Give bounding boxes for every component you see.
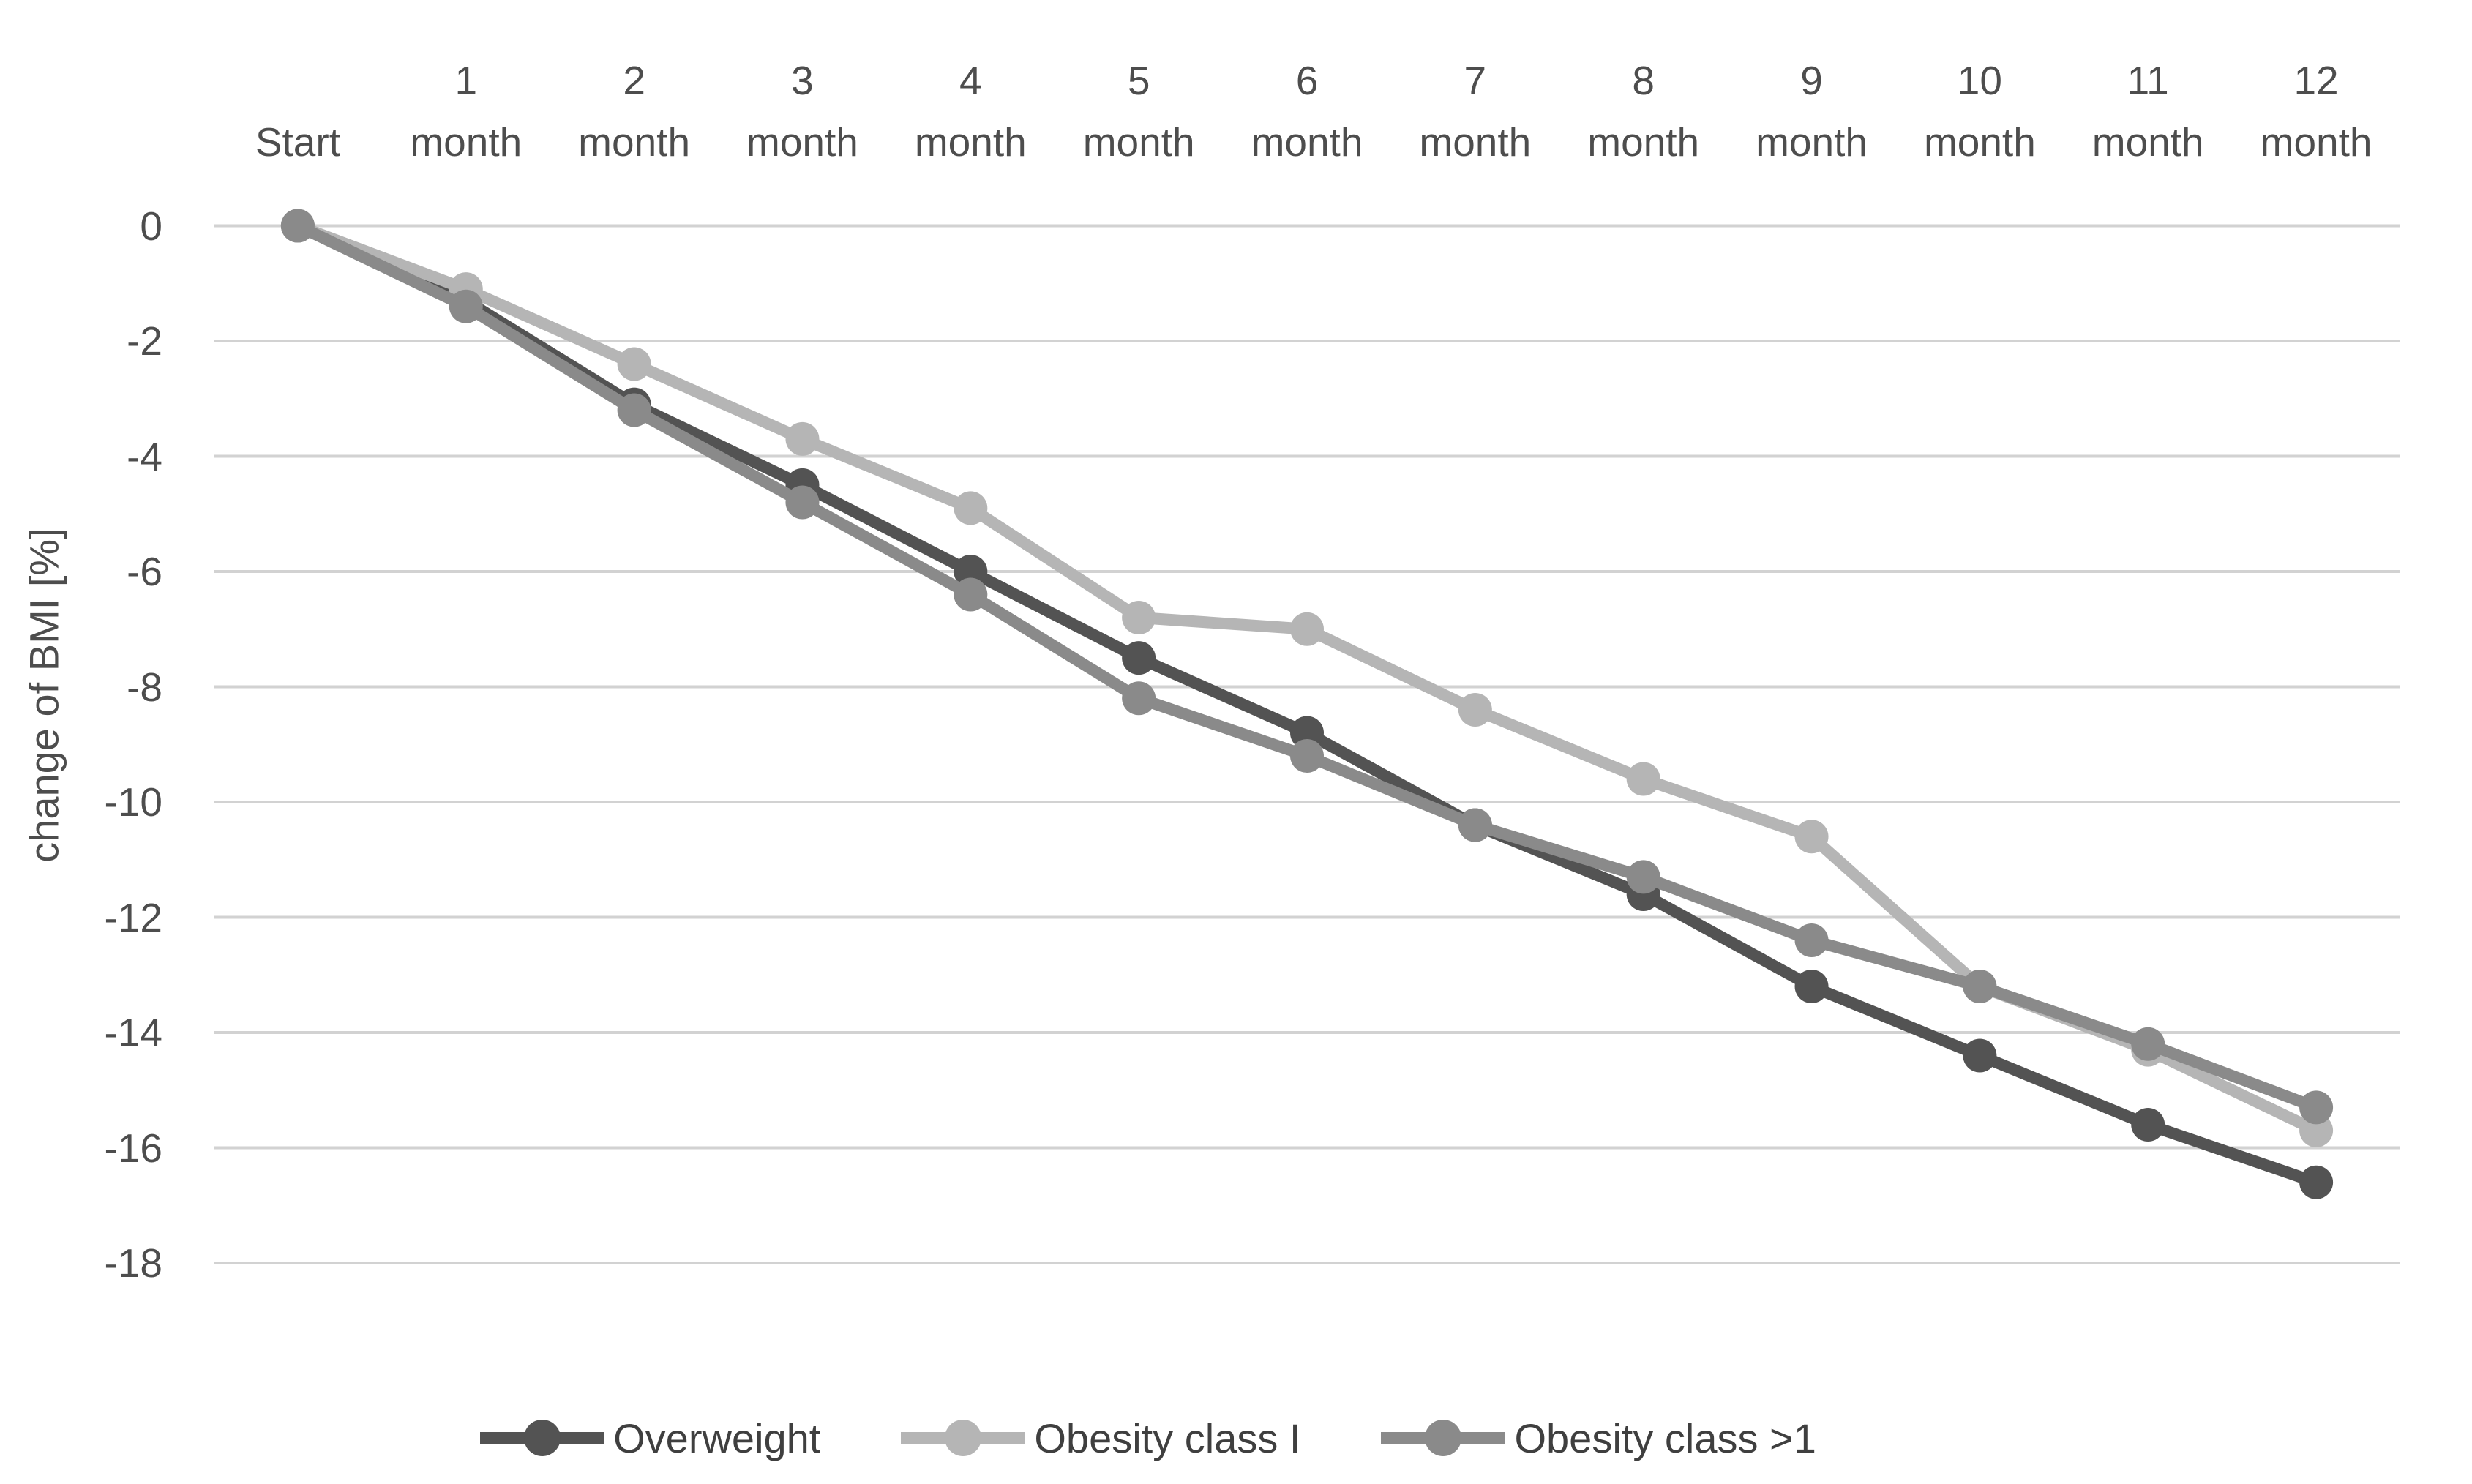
data-point-marker: [1122, 641, 1156, 675]
data-point-marker: [954, 577, 988, 612]
legend-marker-swatch: [1381, 1420, 1506, 1456]
legend-circle-marker: [524, 1420, 561, 1456]
x-category-text: month: [2091, 119, 2204, 165]
x-category-number: 6: [1295, 58, 1319, 103]
x-category-label: 2 month: [547, 50, 722, 173]
legend-circle-marker: [1425, 1420, 1462, 1456]
data-point-marker: [280, 209, 315, 243]
data-point-marker: [785, 421, 820, 456]
data-point-marker: [449, 289, 483, 323]
y-tick-label: -4: [127, 433, 162, 479]
y-tick-label: 0: [140, 203, 162, 249]
data-point-marker: [2299, 1090, 2334, 1125]
x-category-number: 10: [1957, 58, 2002, 103]
x-category-number: 11: [2127, 58, 2169, 103]
x-category-text: month: [578, 119, 691, 165]
x-category-label: 8 month: [1556, 50, 1731, 173]
x-category-label: Start: [210, 50, 386, 173]
data-point-marker: [617, 393, 651, 427]
data-point-marker: [1122, 601, 1156, 634]
data-point-marker: [785, 485, 820, 520]
data-point-marker: [1458, 808, 1492, 842]
data-point-marker: [2131, 1027, 2165, 1061]
legend-marker-swatch: [480, 1420, 605, 1456]
x-category-number: 2: [623, 58, 645, 103]
x-category-number: 5: [1127, 58, 1150, 103]
legend-item: Overweight: [480, 1412, 820, 1464]
data-point-marker: [1794, 820, 1829, 854]
data-point-marker: [2299, 1165, 2334, 1199]
y-tick-label: -18: [104, 1240, 163, 1286]
y-tick-label: -14: [104, 1010, 163, 1055]
x-category-label: 1 month: [378, 50, 554, 173]
legend-marker-swatch: [901, 1420, 1026, 1456]
data-point-marker: [1626, 860, 1660, 894]
data-point-marker: [2299, 1113, 2334, 1147]
legend-circle-marker: [945, 1420, 982, 1456]
x-category-label: 6 month: [1219, 50, 1395, 173]
x-category-number: 1: [454, 58, 478, 103]
series-line-obesity-class-1: [291, 220, 2323, 1114]
x-category-text: month: [746, 119, 858, 165]
x-category-label: 11 month: [2060, 50, 2236, 173]
data-point-marker: [1794, 923, 1829, 957]
data-point-marker: [1626, 762, 1660, 796]
x-category-number: 7: [1464, 58, 1487, 103]
legend-item: Obesity class >1: [1381, 1412, 1816, 1464]
x-category-text: month: [2260, 119, 2372, 165]
x-category-number: [210, 50, 386, 111]
legend-label: Obesity class >1: [1514, 1414, 1816, 1461]
data-point-marker: [617, 347, 651, 381]
legend-label: Overweight: [613, 1414, 821, 1461]
x-category-label: 10 month: [1892, 50, 2067, 173]
x-category-label: 12 month: [2228, 50, 2404, 173]
y-tick-label: -16: [104, 1125, 163, 1171]
y-tick-label: -12: [104, 894, 163, 940]
legend: Overweight Obesity class I Obesity class >…: [0, 1390, 2296, 1484]
x-category-label: 4 month: [883, 50, 1058, 173]
data-point-marker: [1122, 681, 1156, 716]
x-category-text: month: [1923, 119, 2036, 165]
x-category-text: month: [1082, 119, 1195, 165]
y-tick-label: -10: [104, 779, 163, 825]
data-point-marker: [954, 555, 988, 588]
x-category-number: 3: [791, 58, 814, 103]
data-point-marker: [1458, 693, 1492, 727]
data-point-marker: [1290, 716, 1324, 750]
y-tick-label: -2: [127, 318, 162, 364]
x-category-number: 9: [1800, 58, 1823, 103]
legend-label: Obesity class I: [1034, 1414, 1301, 1461]
x-category-label: 7 month: [1387, 50, 1563, 173]
x-category-text: month: [914, 119, 1027, 165]
data-point-marker: [1794, 970, 1829, 1003]
data-point-marker: [954, 491, 988, 525]
x-category-number: 8: [1632, 58, 1655, 103]
x-category-label: 5 month: [1051, 50, 1226, 173]
x-category-text: month: [1251, 119, 1363, 165]
y-tick-label: -8: [127, 664, 162, 710]
x-category-text: month: [1756, 119, 1868, 165]
data-point-marker: [2131, 1108, 2165, 1142]
x-category-number: 4: [959, 58, 982, 103]
y-tick-label: -6: [127, 549, 162, 594]
data-point-marker: [1290, 612, 1324, 646]
legend-item: Obesity class I: [901, 1412, 1300, 1464]
x-category-text: Start: [255, 119, 340, 165]
x-category-text: month: [410, 119, 523, 165]
x-category-text: month: [1419, 119, 1532, 165]
data-point-marker: [1290, 739, 1324, 773]
x-category-label: 3 month: [714, 50, 890, 173]
x-category-text: month: [1587, 119, 1700, 165]
x-category-number: 12: [2293, 58, 2339, 103]
series-line-overweight: [291, 220, 2323, 1188]
data-point-marker: [1963, 1038, 1997, 1073]
data-point-marker: [1963, 970, 1997, 1003]
x-category-label: 9 month: [1724, 50, 1900, 173]
